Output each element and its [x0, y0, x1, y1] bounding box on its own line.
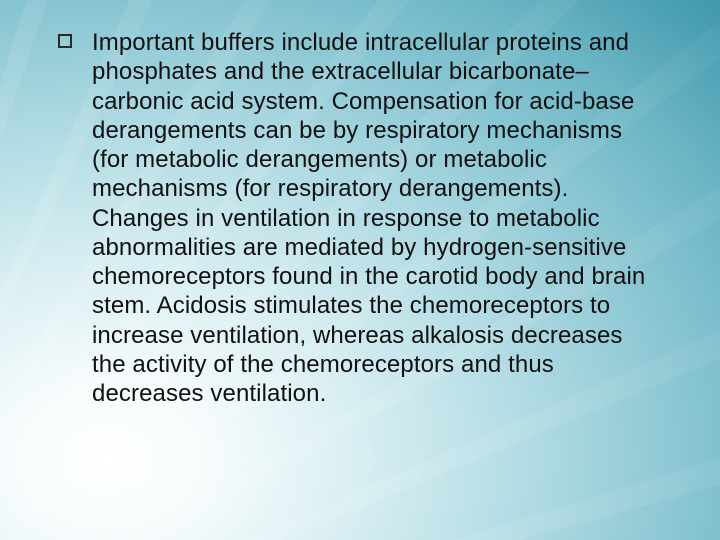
- bullet-square-icon: [58, 34, 72, 48]
- body-paragraph: Important buffers include intracellular …: [92, 28, 660, 408]
- slide-container: Important buffers include intracellular …: [0, 0, 720, 540]
- content-block: Important buffers include intracellular …: [58, 28, 660, 408]
